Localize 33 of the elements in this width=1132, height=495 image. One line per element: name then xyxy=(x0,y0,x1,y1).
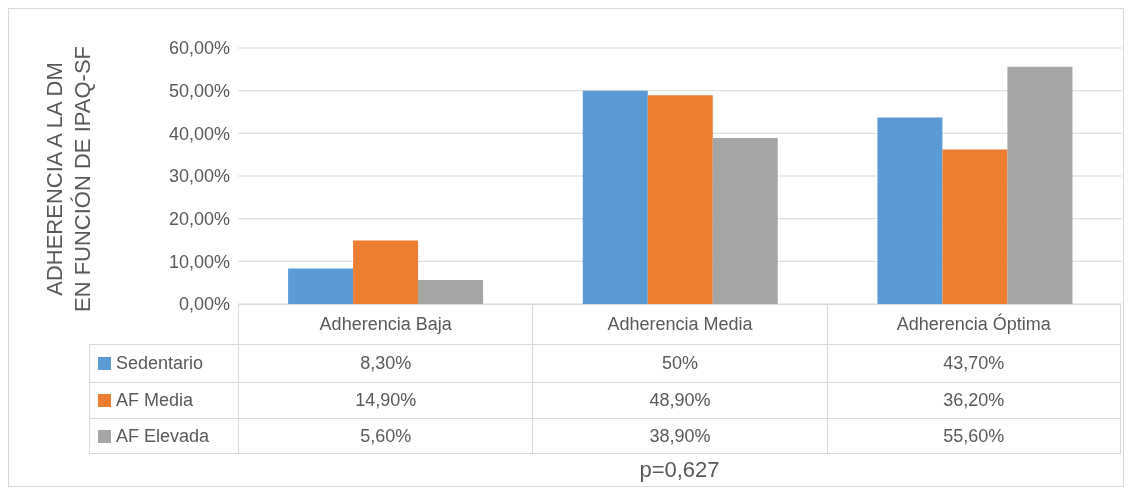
data-label: 36,20% xyxy=(826,382,1121,418)
x-tick-label: Adherencia Media xyxy=(532,304,827,344)
legend-label: AF Media xyxy=(116,390,194,411)
text: p=0,627 xyxy=(638,457,721,483)
data-label: 48,90% xyxy=(532,382,827,418)
legend-label: Sedentario xyxy=(116,353,204,374)
bar xyxy=(418,280,484,304)
bar xyxy=(582,90,648,304)
bar xyxy=(877,117,943,304)
bar xyxy=(1007,66,1073,304)
bar xyxy=(942,149,1008,304)
y-tick-label: 50,00% xyxy=(168,81,230,102)
y-tick-label: 10,00% xyxy=(168,251,230,272)
data-label: 43,70% xyxy=(826,344,1121,382)
data-label: 50% xyxy=(532,344,827,382)
y-tick-label: 20,00% xyxy=(168,209,230,230)
y-tick-label: 40,00% xyxy=(168,123,230,144)
bar xyxy=(353,240,419,304)
y-tick-label: 60,00% xyxy=(168,38,230,59)
bar xyxy=(712,138,778,304)
y-tick-label: 0,00% xyxy=(178,294,230,315)
data-label: 8,30% xyxy=(238,344,533,382)
data-label: 14,90% xyxy=(238,382,533,418)
y-axis-title: ADHERENCIA A LA DM EN FUNCIÓN DE IPAQ-SF xyxy=(41,45,96,313)
x-tick-label: Adherencia Óptima xyxy=(826,304,1121,344)
y-tick-label: 30,00% xyxy=(168,166,230,187)
legend-label: AF Elevada xyxy=(116,425,210,447)
x-tick-label: Adherencia Baja xyxy=(238,304,533,344)
bar xyxy=(647,95,713,304)
data-label: 5,60% xyxy=(238,418,533,454)
bar xyxy=(288,268,354,304)
data-label: 38,90% xyxy=(532,418,827,454)
data-label: 55,60% xyxy=(826,418,1121,454)
